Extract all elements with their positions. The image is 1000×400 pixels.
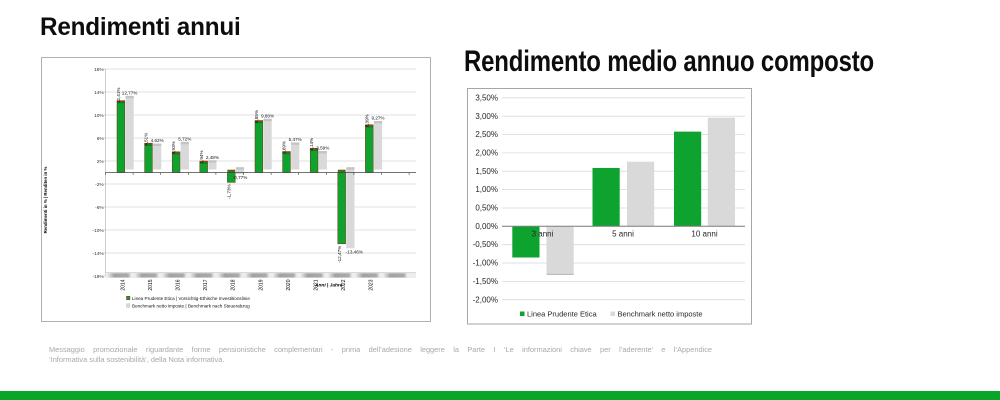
svg-text:2020: 2020 bbox=[285, 279, 291, 290]
svg-text:5 anni: 5 anni bbox=[612, 230, 634, 239]
svg-text:0,50%: 0,50% bbox=[475, 204, 498, 213]
svg-text:2016: 2016 bbox=[175, 279, 181, 290]
svg-text:-2%: -2% bbox=[95, 182, 104, 188]
svg-text:8,39%: 8,39% bbox=[364, 114, 369, 127]
svg-text:2022: 2022 bbox=[341, 279, 347, 290]
svg-text:1,00%: 1,00% bbox=[475, 185, 498, 194]
svg-text:9,27%: 9,27% bbox=[371, 116, 384, 121]
svg-text:-10%: -10% bbox=[92, 228, 104, 234]
svg-text:Anni | Jahre: Anni | Jahre bbox=[314, 283, 343, 289]
svg-text:10 anni: 10 anni bbox=[691, 230, 717, 239]
svg-text:Linea Prudente Etica: Linea Prudente Etica bbox=[527, 309, 597, 318]
svg-text:2015: 2015 bbox=[147, 279, 153, 290]
svg-text:10%: 10% bbox=[94, 113, 104, 119]
svg-text:-2,00%: -2,00% bbox=[473, 295, 498, 304]
svg-text:Linea Prudente Etica | Vorsich: Linea Prudente Etica | Vorsichtig-Ethisc… bbox=[132, 296, 250, 301]
svg-text:3,00%: 3,00% bbox=[475, 112, 498, 121]
svg-text:4,14%: 4,14% bbox=[309, 138, 314, 151]
svg-text:4,62%: 4,62% bbox=[150, 138, 163, 143]
svg-text:3,59%: 3,59% bbox=[316, 146, 329, 151]
svg-text:-1,73%: -1,73% bbox=[226, 184, 231, 199]
svg-text:-12,47%: -12,47% bbox=[336, 246, 341, 263]
svg-text:-18%: -18% bbox=[92, 274, 104, 280]
svg-text:-6%: -6% bbox=[95, 205, 104, 211]
svg-text:Rendimenti in % | Renditen in: Rendimenti in % | Renditen in % bbox=[43, 166, 48, 233]
svg-text:12,77%: 12,77% bbox=[121, 90, 137, 95]
svg-text:2017: 2017 bbox=[203, 279, 209, 290]
svg-text:6%: 6% bbox=[96, 136, 104, 142]
svg-text:2018: 2018 bbox=[230, 279, 236, 290]
svg-text:2,50%: 2,50% bbox=[475, 130, 498, 139]
svg-text:2019: 2019 bbox=[258, 279, 264, 290]
svg-text:2%: 2% bbox=[96, 159, 104, 165]
svg-text:3,69%: 3,69% bbox=[281, 141, 286, 154]
svg-text:-1,00%: -1,00% bbox=[473, 259, 498, 268]
svg-text:2,48%: 2,48% bbox=[205, 155, 218, 160]
svg-text:2,00%: 2,00% bbox=[475, 149, 498, 158]
svg-text:2021: 2021 bbox=[313, 279, 319, 290]
svg-text:12,41%: 12,41% bbox=[116, 88, 121, 104]
svg-text:9,80%: 9,80% bbox=[261, 113, 274, 118]
svg-text:2014: 2014 bbox=[120, 279, 126, 290]
svg-text:-0,50%: -0,50% bbox=[473, 240, 498, 249]
svg-text:3,50%: 3,50% bbox=[475, 93, 498, 102]
svg-text:Benchmark netto imposte: Benchmark netto imposte bbox=[618, 309, 703, 318]
svg-text:5,72%: 5,72% bbox=[178, 136, 191, 141]
svg-text:-1,50%: -1,50% bbox=[473, 277, 498, 286]
svg-text:5,47%: 5,47% bbox=[288, 137, 301, 142]
svg-text:Benchmark netto imposte | Benc: Benchmark netto imposte | Benchmark nach… bbox=[132, 303, 250, 308]
svg-text:-14%: -14% bbox=[92, 251, 104, 257]
svg-text:1,94%: 1,94% bbox=[198, 150, 203, 163]
svg-text:1,50%: 1,50% bbox=[475, 167, 498, 176]
svg-text:8,85%: 8,85% bbox=[254, 110, 259, 123]
svg-text:18%: 18% bbox=[94, 67, 104, 73]
svg-text:4,51%: 4,51% bbox=[143, 133, 148, 146]
svg-text:3,93%: 3,93% bbox=[171, 141, 176, 154]
svg-text:0,00%: 0,00% bbox=[475, 222, 498, 231]
svg-text:-13,46%: -13,46% bbox=[345, 249, 362, 254]
svg-text:3 anni: 3 anni bbox=[532, 230, 554, 239]
svg-text:2023: 2023 bbox=[368, 279, 374, 290]
svg-text:14%: 14% bbox=[94, 90, 104, 96]
svg-text:-0,77%: -0,77% bbox=[232, 175, 247, 180]
